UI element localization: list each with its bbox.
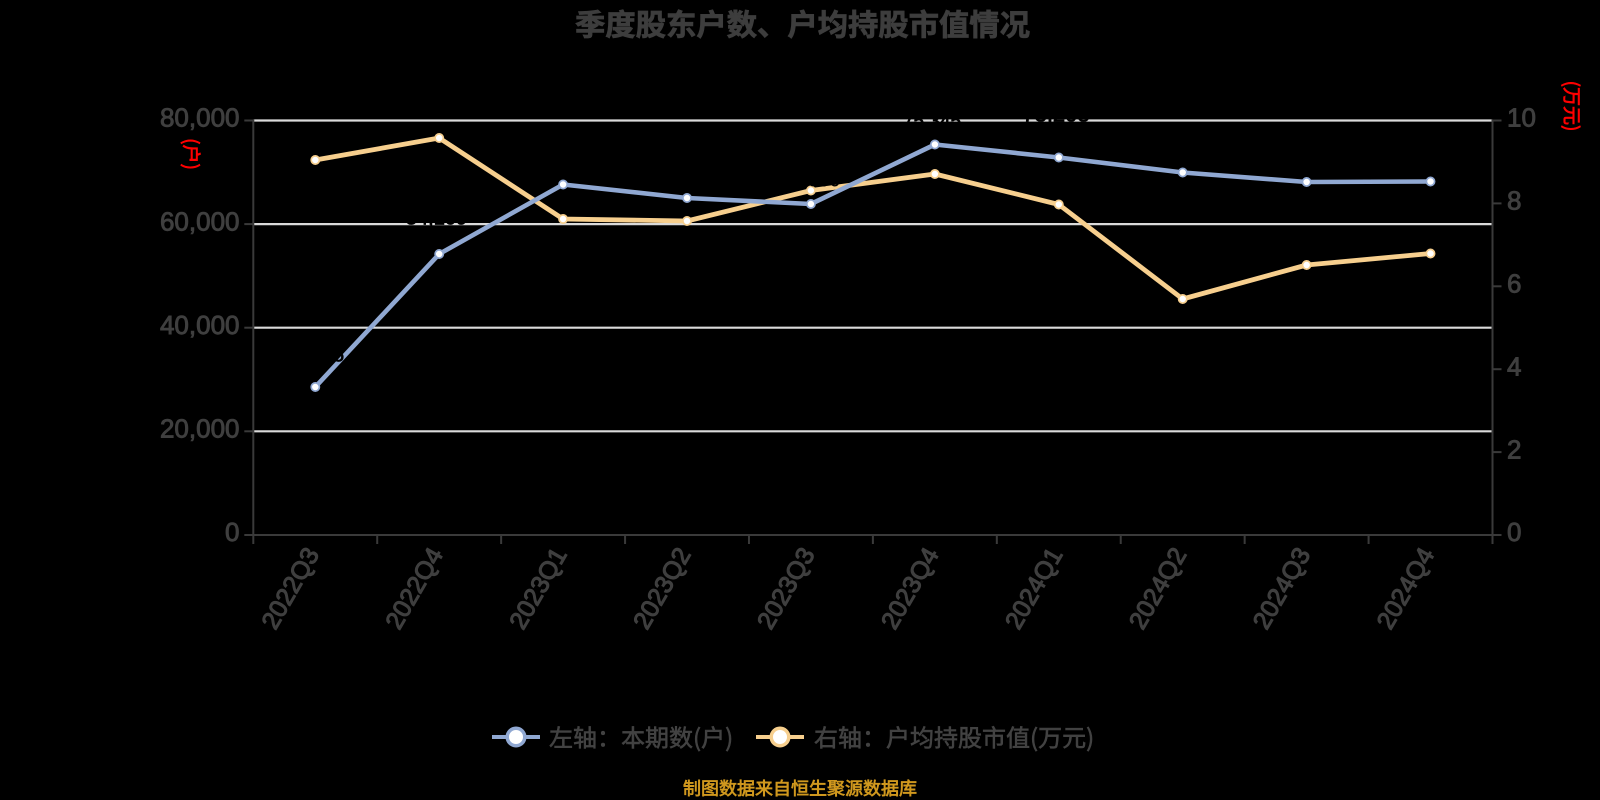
svg-text:73,208: 73,208	[1022, 101, 1089, 126]
svg-text:69,915: 69,915	[1154, 139, 1212, 160]
svg-text:75,345: 75,345	[903, 111, 961, 132]
svg-text:2024Q2: 2024Q2	[1124, 543, 1193, 634]
svg-text:10: 10	[1507, 103, 1536, 133]
svg-text:8: 8	[1507, 186, 1521, 216]
svg-text:40,000: 40,000	[160, 310, 240, 340]
svg-text:80,000: 80,000	[160, 103, 240, 133]
svg-text:2022Q4: 2022Q4	[380, 543, 449, 634]
svg-text:2: 2	[1507, 434, 1521, 464]
svg-text:60,000: 60,000	[160, 206, 240, 236]
svg-text:20,000: 20,000	[160, 414, 240, 444]
svg-text:64,973: 64,973	[658, 165, 716, 186]
svg-text:0: 0	[1507, 517, 1521, 547]
svg-text:68,073: 68,073	[1278, 149, 1336, 170]
svg-text:63,806: 63,806	[782, 171, 840, 192]
svg-text:2022Q3: 2022Q3	[256, 543, 325, 634]
svg-text:2024Q4: 2024Q4	[1371, 543, 1440, 634]
svg-text:2023Q3: 2023Q3	[752, 543, 821, 634]
svg-text:28,315: 28,315	[286, 346, 344, 367]
svg-text:4: 4	[1507, 351, 1521, 381]
svg-text:0: 0	[225, 517, 239, 547]
svg-text:2024Q1: 2024Q1	[1000, 543, 1069, 634]
svg-text:54,109: 54,109	[406, 208, 467, 230]
svg-text:2023Q1: 2023Q1	[504, 543, 573, 634]
svg-text:67,590: 67,590	[534, 151, 592, 172]
svg-text:6: 6	[1507, 269, 1521, 299]
svg-text:68,170: 68,170	[1401, 148, 1459, 169]
svg-text:2023Q2: 2023Q2	[628, 543, 697, 634]
svg-text:2024Q3: 2024Q3	[1248, 543, 1317, 634]
svg-text:2023Q4: 2023Q4	[876, 543, 945, 634]
